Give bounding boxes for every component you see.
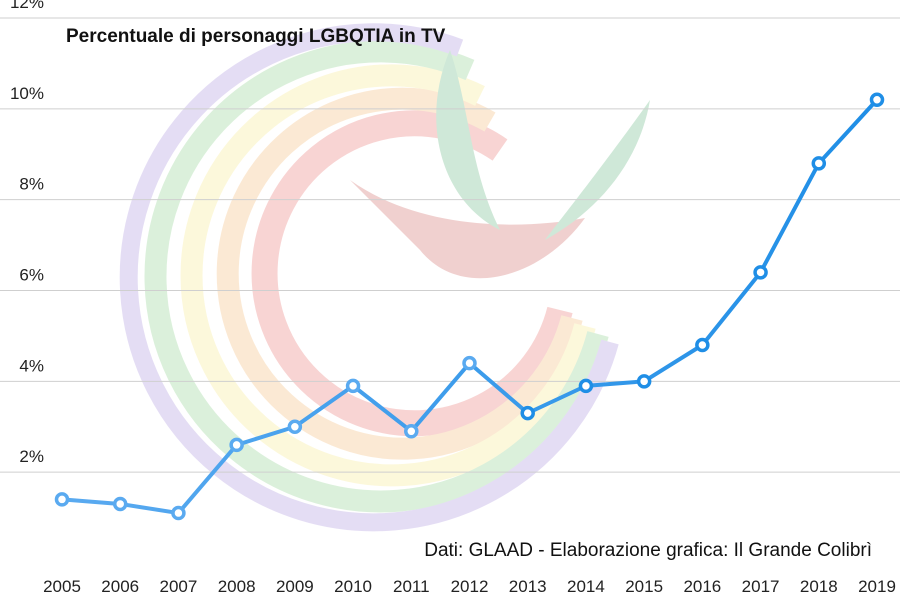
x-tick-label: 2013: [509, 577, 547, 596]
x-tick-label: 2008: [218, 577, 256, 596]
data-point: [287, 419, 303, 434]
data-point: [229, 437, 244, 453]
x-axis-tick-labels: 2005 2006 2007 2008 2009 2010 2011 2012 2013 2014…: [43, 577, 896, 596]
y-tick-label: 6%: [19, 266, 44, 285]
watermark-logo: [119, 23, 650, 532]
x-tick-label: 2017: [742, 577, 780, 596]
data-point: [54, 492, 70, 507]
data-point: [345, 378, 361, 394]
data-point: [462, 355, 477, 371]
y-tick-label: 4%: [19, 356, 44, 375]
y-tick-label: 8%: [19, 175, 44, 194]
data-point: [695, 337, 710, 353]
x-tick-label: 2011: [393, 577, 430, 596]
x-tick-label: 2007: [160, 577, 198, 596]
chart-title: Percentuale di personaggi LGBQTIA in TV: [66, 26, 446, 47]
data-point: [636, 374, 652, 389]
x-tick-label: 2009: [276, 577, 314, 596]
y-tick-label: 10%: [10, 84, 44, 103]
source-credit: Dati: GLAAD - Elaborazione grafica: Il G…: [424, 540, 872, 561]
data-point: [753, 265, 768, 280]
x-tick-label: 2014: [567, 577, 605, 596]
x-tick-label: 2006: [101, 577, 139, 596]
x-tick-label: 2015: [625, 577, 663, 596]
data-point: [112, 496, 128, 512]
x-tick-label: 2016: [683, 577, 721, 596]
data-point: [520, 405, 535, 421]
data-point: [171, 505, 186, 521]
data-point-markers: [54, 92, 885, 521]
data-point: [811, 156, 827, 171]
y-axis-tick-labels: 2% 4% 6% 8% 10% 12%: [10, 0, 44, 466]
y-tick-label: 2%: [19, 447, 44, 466]
data-point: [869, 92, 885, 107]
data-point: [578, 378, 594, 394]
x-tick-label: 2018: [800, 577, 838, 596]
y-tick-label: 12%: [10, 0, 44, 12]
x-tick-label: 2012: [451, 577, 489, 596]
x-tick-label: 2019: [858, 577, 896, 596]
x-tick-label: 2010: [334, 577, 372, 596]
gridlines: [0, 17, 900, 473]
data-point: [404, 424, 419, 439]
x-tick-label: 2005: [43, 577, 81, 596]
